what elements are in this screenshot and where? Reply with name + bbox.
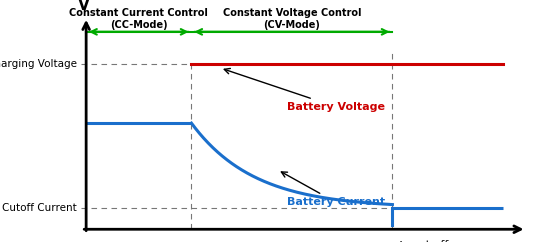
Text: cut off: cut off bbox=[409, 240, 449, 242]
Text: Charging Voltage: Charging Voltage bbox=[0, 59, 77, 69]
Text: Battery Current: Battery Current bbox=[281, 172, 385, 207]
Text: Constant Current Control
(CC-Mode): Constant Current Control (CC-Mode) bbox=[69, 8, 208, 30]
Text: V: V bbox=[78, 0, 90, 13]
Text: Cutoff Current: Cutoff Current bbox=[2, 203, 77, 213]
Text: Battery Voltage: Battery Voltage bbox=[224, 68, 385, 112]
Text: t: t bbox=[397, 240, 403, 242]
Text: Constant Voltage Control
(CV-Mode): Constant Voltage Control (CV-Mode) bbox=[222, 8, 361, 30]
